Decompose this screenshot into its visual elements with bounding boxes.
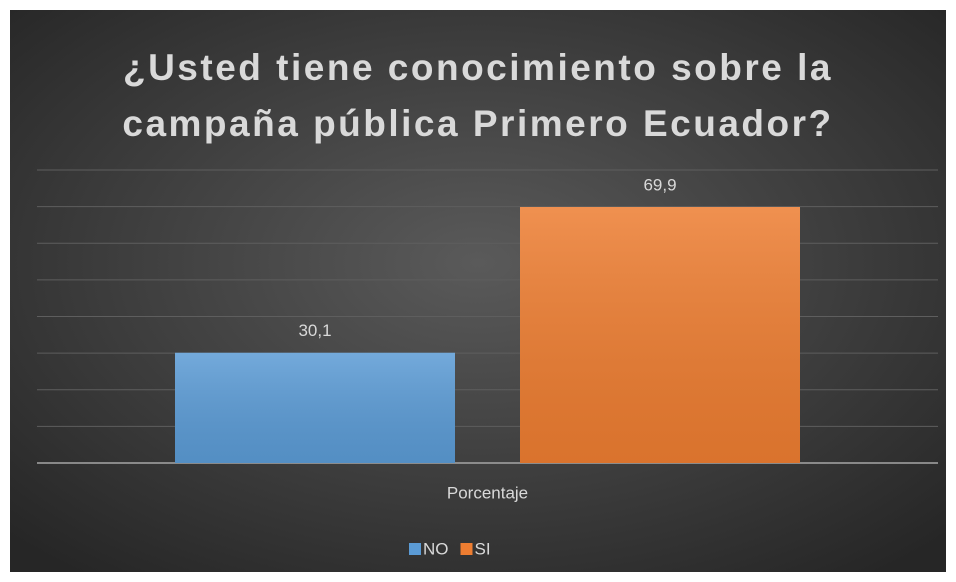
- bar: [520, 206, 800, 463]
- data-label: 30,1: [298, 321, 331, 340]
- legend-label: SI: [475, 539, 491, 558]
- chart-title: ¿Usted tiene conocimiento sobre la campa…: [122, 47, 834, 144]
- bar: [175, 352, 455, 463]
- legend-swatch: [409, 543, 421, 555]
- x-tick-label: Porcentaje: [447, 483, 528, 502]
- legend-label: NO: [423, 539, 449, 558]
- data-label: 69,9: [643, 175, 676, 194]
- legend-swatch: [460, 543, 473, 555]
